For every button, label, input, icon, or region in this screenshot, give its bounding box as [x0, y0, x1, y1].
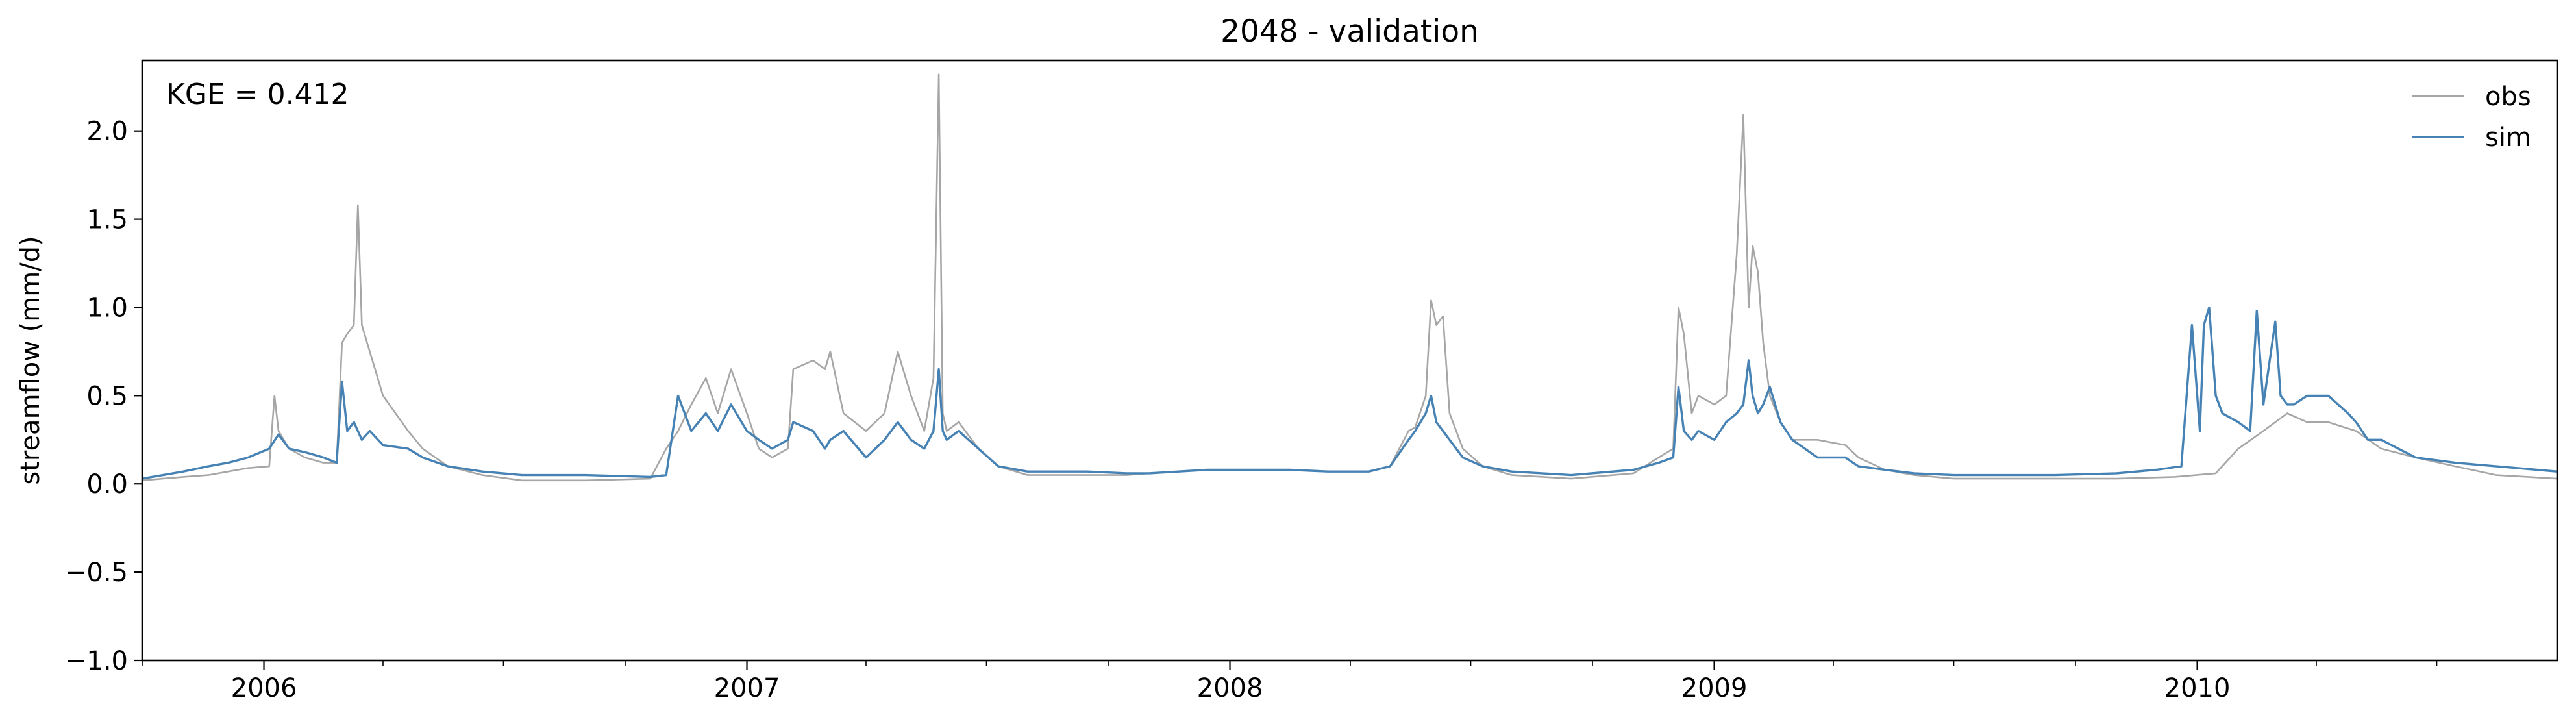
legend: obs sim — [2412, 82, 2531, 153]
x-tick-label: 2009 — [1681, 673, 1748, 703]
kge-annotation: KGE = 0.412 — [166, 78, 349, 111]
x-tick-label: 2007 — [714, 673, 780, 703]
legend-label-sim: sim — [2485, 123, 2531, 153]
y-tick-label: −0.5 — [65, 558, 128, 588]
plot-frame — [141, 59, 2558, 662]
x-axis: 2006 2007 2008 2009 2010 — [142, 660, 2438, 703]
y-tick-label: 2.0 — [86, 117, 128, 147]
x-tick-label: 2010 — [2164, 673, 2231, 703]
y-tick-label: 0.0 — [86, 469, 128, 499]
x-tick-label: 2006 — [231, 673, 297, 703]
x-tick-label: 2008 — [1197, 673, 1263, 703]
y-tick-label: 1.5 — [86, 205, 128, 235]
y-axis-label: streamflow (mm/d) — [16, 236, 45, 484]
y-tick-label: 0.5 — [86, 381, 128, 411]
series-line-sim — [142, 306, 2558, 480]
y-axis: −1.0 −0.5 0.0 0.5 1.0 1.5 2.0 — [65, 117, 142, 676]
legend-label-obs: obs — [2485, 82, 2531, 112]
y-tick-label: −1.0 — [65, 646, 128, 676]
chart-title: 2048 - validation — [1220, 14, 1479, 49]
plot-lines — [142, 73, 2558, 482]
y-tick-label: 1.0 — [86, 293, 128, 323]
